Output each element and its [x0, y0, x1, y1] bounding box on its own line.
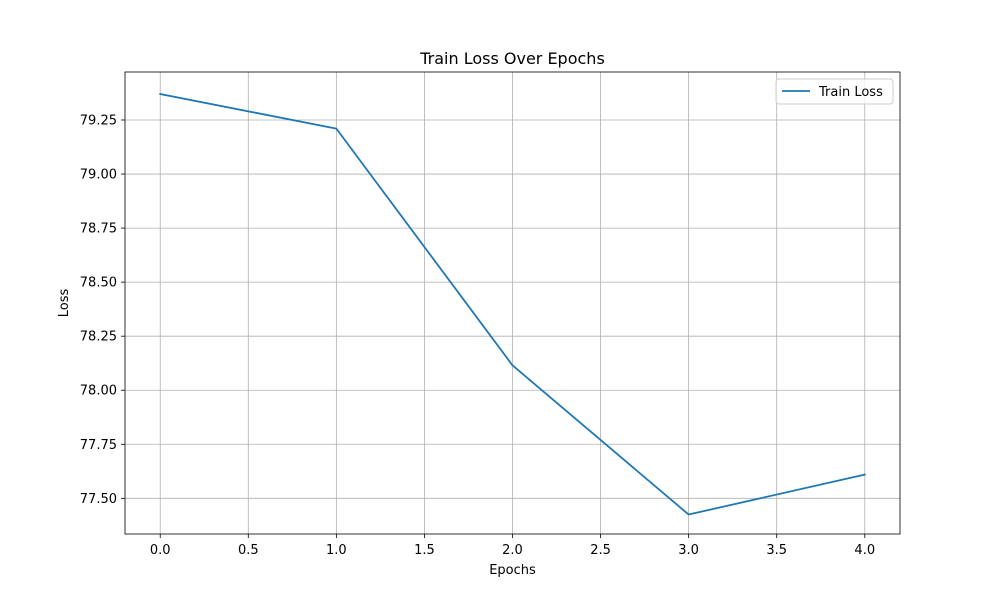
y-axis-ticks: 77.50 77.75 78.00 78.25 78.50 78.75 79.00 79.25	[80, 113, 125, 507]
y-tick-label: 79.25	[80, 113, 117, 128]
y-tick-label: 78.00	[80, 384, 117, 399]
legend-box	[775, 78, 894, 105]
x-tick-label: 2.0	[502, 543, 523, 558]
legend: Train Loss	[775, 78, 894, 105]
legend-label-train-loss: Train Loss	[818, 85, 883, 100]
y-tick-label: 78.50	[80, 276, 117, 291]
x-axis-label: Epochs	[489, 563, 536, 578]
x-tick-label: 1.0	[326, 543, 347, 558]
x-tick-label: 0.0	[150, 543, 171, 558]
y-axis-label: Loss	[57, 289, 72, 318]
grid	[125, 72, 900, 534]
y-tick-label: 77.75	[80, 438, 117, 453]
x-tick-label: 3.0	[678, 543, 699, 558]
y-tick-label: 77.50	[80, 492, 117, 507]
y-tick-label: 79.00	[80, 168, 117, 183]
y-tick-label: 78.75	[80, 222, 117, 237]
x-tick-label: 1.5	[414, 543, 435, 558]
x-tick-label: 2.5	[590, 543, 611, 558]
chart-title: Train Loss Over Epochs	[419, 49, 605, 68]
y-tick-label: 78.25	[80, 330, 117, 345]
x-tick-label: 4.0	[854, 543, 875, 558]
series-layer	[159, 92, 866, 516]
x-axis-ticks: 0.0 0.5 1.0 1.5 2.0 2.5 3.0 3.5 4.0	[150, 534, 875, 558]
x-tick-label: 3.5	[766, 543, 787, 558]
x-tick-label: 0.5	[238, 543, 259, 558]
